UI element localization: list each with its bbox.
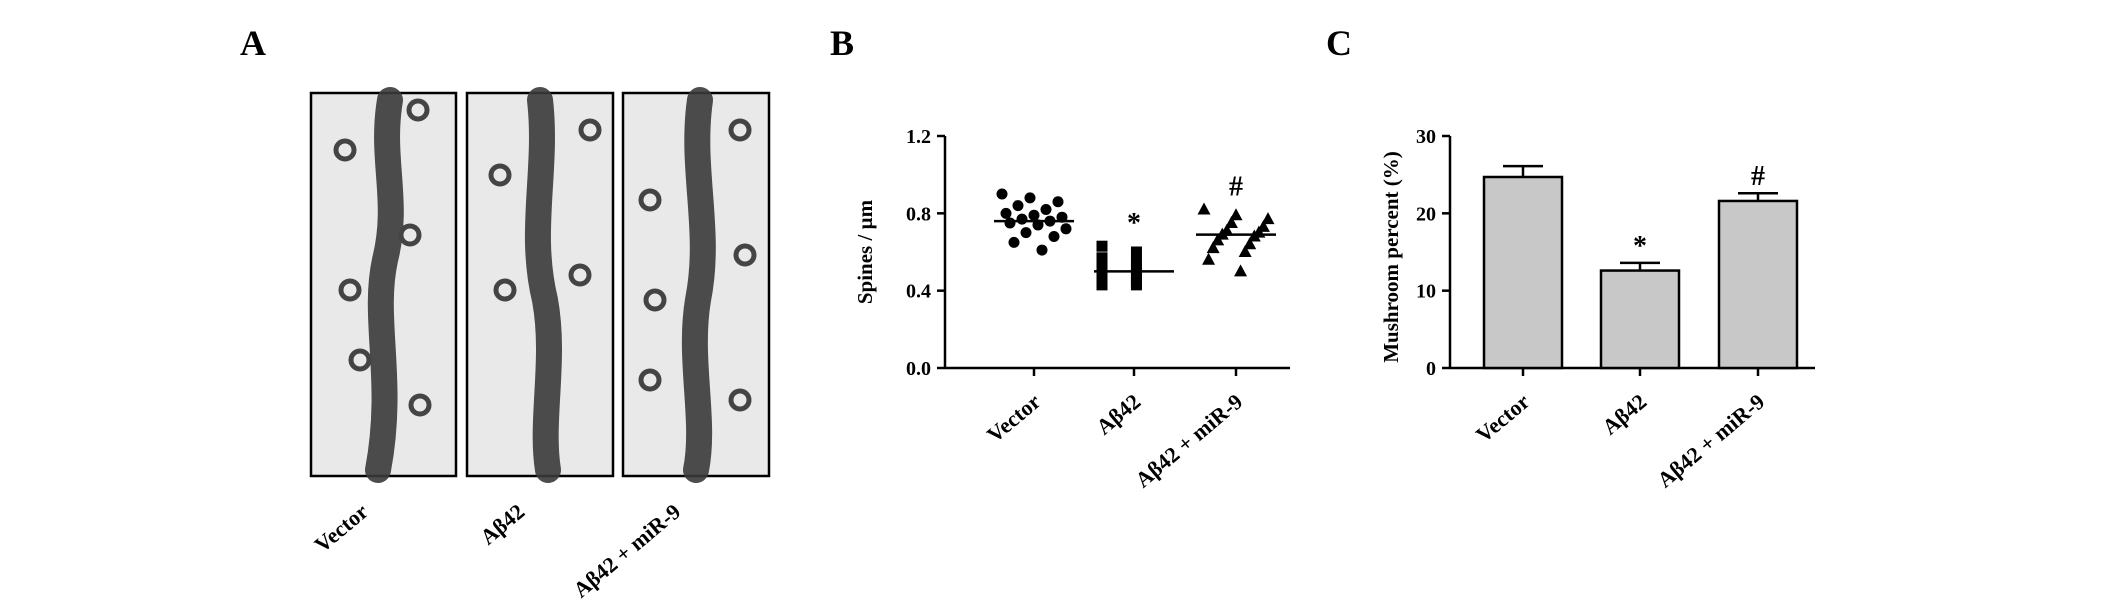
micrograph-label: Vector — [310, 499, 373, 558]
y-tick-label: 30 — [1416, 126, 1436, 148]
panel-c-label: C — [1326, 23, 1352, 63]
significance-marker: # — [1751, 161, 1765, 192]
dendritic-spine — [728, 388, 752, 412]
micrograph-label: Aβ42 — [475, 499, 529, 550]
data-point — [1224, 216, 1238, 228]
y-tick-label: 10 — [1416, 281, 1436, 303]
panel-a-micrographs: Vector Aβ42 Aβ42 + miR-9 — [310, 87, 771, 603]
y-tick-label: 20 — [1416, 203, 1436, 225]
data-point — [1096, 252, 1108, 264]
dendritic-spine — [408, 393, 432, 417]
dendritic-spine — [568, 263, 592, 287]
data-point — [1261, 212, 1275, 225]
x-tick-label: Aβ42 — [1091, 389, 1145, 440]
dendritic-spine — [348, 348, 372, 372]
data-point — [1130, 256, 1142, 268]
panel-c-mushroom-percent-chart: 0 10 20 30 Mushroom percent (%) Vector Aβ42 * Aβ… — [1379, 126, 1815, 492]
data-point — [1238, 245, 1252, 257]
data-point — [1130, 246, 1142, 258]
bar — [1482, 175, 1564, 370]
data-point — [1060, 223, 1072, 235]
dendritic-spine — [638, 368, 662, 392]
y-tick-label: 0.0 — [906, 358, 931, 380]
dendritic-spine — [398, 223, 422, 247]
dendritic-spine — [728, 118, 752, 142]
data-point — [1052, 196, 1064, 208]
data-point — [1206, 241, 1220, 254]
data-point — [1130, 267, 1142, 279]
panel-b-label: B — [830, 23, 855, 63]
data-point — [1016, 213, 1028, 225]
x-tick-label: Aβ42 — [1597, 389, 1651, 440]
dendrite-shaft — [524, 87, 563, 483]
y-tick-label: 1.2 — [906, 126, 931, 148]
significance-marker: # — [1229, 171, 1243, 202]
dendritic-spine — [643, 288, 667, 312]
data-point — [1096, 279, 1108, 291]
dendritic-spine — [488, 163, 512, 187]
dendritic-spine — [333, 138, 357, 162]
data-point — [1000, 207, 1012, 219]
data-point — [1020, 227, 1032, 239]
data-point — [1096, 240, 1108, 252]
data-point — [1234, 264, 1248, 277]
data-point — [1243, 237, 1257, 250]
dendritic-spine — [406, 98, 430, 122]
data-point — [1096, 260, 1108, 272]
y-tick-label: 0.8 — [906, 203, 931, 225]
x-tick-label: Aβ42 + miR-9 — [1652, 389, 1769, 493]
data-point — [1012, 200, 1024, 212]
dendrite-shaft — [365, 87, 404, 483]
bar — [1717, 199, 1799, 370]
data-point — [1040, 203, 1052, 215]
data-point — [1197, 202, 1211, 215]
panel-a-label: A — [240, 23, 266, 63]
micrograph-panel: Aβ42 — [465, 87, 615, 550]
data-point — [996, 188, 1008, 200]
data-point — [1004, 217, 1016, 229]
significance-marker: * — [1127, 208, 1141, 239]
dendritic-spine — [638, 188, 662, 212]
micrograph-label: Aβ42 + miR-9 — [568, 499, 685, 603]
data-point — [1036, 244, 1048, 256]
dendritic-spine — [338, 278, 362, 302]
dendrite-shaft — [681, 87, 716, 483]
data-point — [1211, 233, 1225, 246]
data-point — [1008, 236, 1020, 248]
x-tick-label: Vector — [1471, 389, 1534, 448]
dendritic-spine — [733, 243, 757, 267]
y-axis-title: Spines / µm — [853, 199, 877, 304]
bar — [1599, 269, 1681, 370]
data-point — [1229, 208, 1243, 221]
x-tick-label: Vector — [982, 389, 1045, 448]
data-point — [1048, 231, 1060, 243]
y-tick-label: 0.4 — [906, 281, 931, 303]
x-tick-label: Aβ42 + miR-9 — [1130, 389, 1247, 493]
y-axis-title: Mushroom percent (%) — [1379, 151, 1403, 363]
y-tick-label: 0 — [1426, 358, 1436, 380]
data-point — [1028, 209, 1040, 221]
data-point — [1130, 279, 1142, 291]
data-point — [1024, 192, 1036, 204]
significance-marker: * — [1633, 231, 1647, 262]
micrograph-panel: Vector — [310, 87, 458, 558]
dendritic-spine — [578, 118, 602, 142]
dendritic-spine — [493, 278, 517, 302]
data-point — [1202, 252, 1216, 265]
